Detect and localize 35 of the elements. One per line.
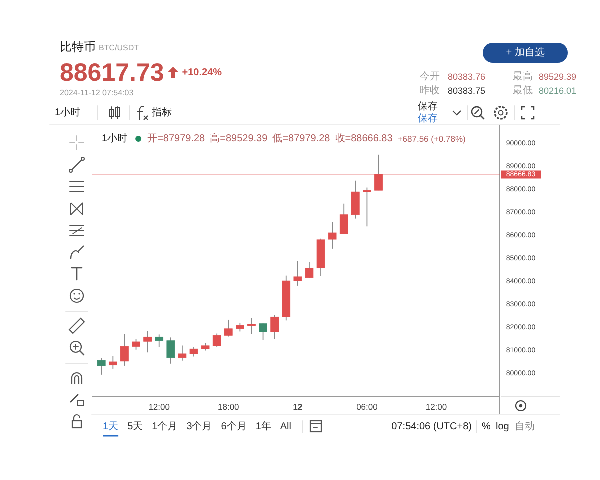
- annotation: 1年: [256, 422, 272, 432]
- annotation: 80216.01: [539, 86, 577, 96]
- annotation: 低=87979.28: [272, 134, 330, 144]
- annotation: 今开: [420, 72, 440, 82]
- annotation: 2024-11-12 07:54:03: [60, 88, 134, 98]
- annotation: 自动: [515, 422, 535, 432]
- annotation: 88617.73: [60, 59, 164, 87]
- annotation: 1小时: [102, 134, 128, 144]
- annotation: 开=87979.28: [148, 134, 206, 144]
- annotation: All: [280, 422, 292, 432]
- title: 比特币: [60, 40, 96, 54]
- annotation: 昨收: [420, 86, 440, 96]
- annotation: 最高: [513, 72, 533, 82]
- annotation: 07:54:06 (UTC+8): [392, 422, 472, 432]
- annotation: +10.24%: [182, 68, 222, 78]
- subtitle: BTC/USDT: [99, 44, 139, 52]
- annotation: 5天: [128, 422, 144, 432]
- annotation: 1个月: [152, 422, 178, 432]
- annotation: 高=89529.39: [210, 134, 268, 144]
- annotation: 80383.75: [448, 86, 486, 96]
- annotation: 指标: [152, 108, 172, 118]
- annotation: 89529.39: [539, 72, 577, 82]
- annotation: 80383.76: [448, 72, 486, 82]
- annotation: 1小时: [55, 108, 81, 118]
- annotation: 收=88666.83: [335, 134, 393, 144]
- annotation: log: [496, 422, 510, 432]
- annotation: 最低: [513, 86, 533, 96]
- annotation: 1天: [103, 422, 119, 432]
- annotation: %: [482, 422, 491, 432]
- annotation: 6个月: [221, 422, 247, 432]
- annotation: 保存: [418, 114, 438, 124]
- annotation: 保存: [418, 102, 438, 112]
- annotation: 3个月: [186, 422, 212, 432]
- annotation: +687.56 (+0.78%): [398, 134, 466, 144]
- annotation: + 加自选: [506, 48, 545, 58]
